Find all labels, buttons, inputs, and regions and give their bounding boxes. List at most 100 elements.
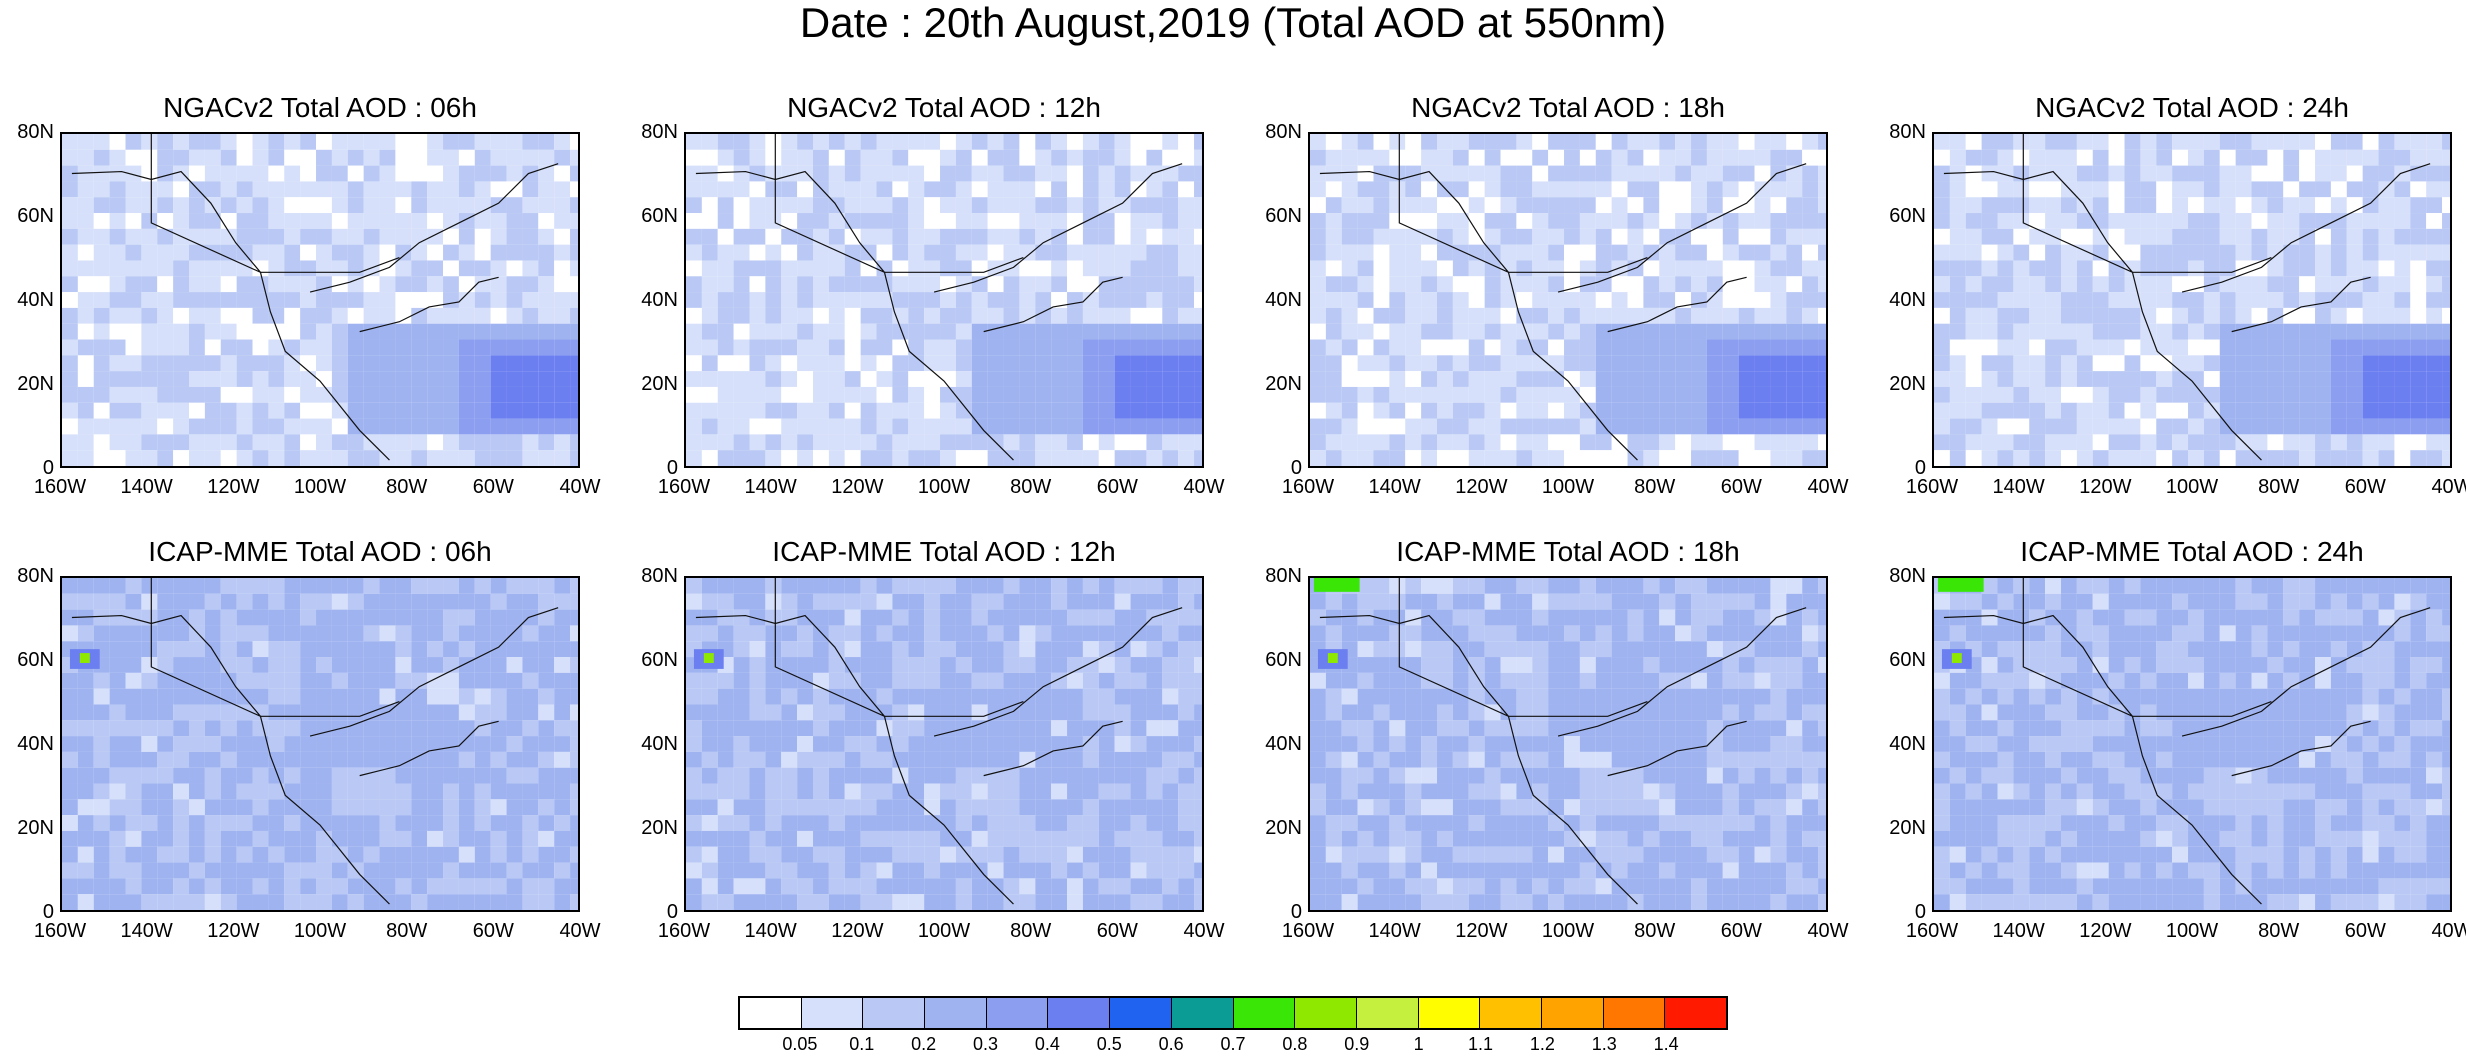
lon-tick-label: 140W [744,920,797,942]
lon-tick-label: 40W [1183,920,1225,942]
lat-tick-label: 60N [17,649,54,671]
lon-tick-label: 40W [559,920,601,942]
aod-field [1934,578,2450,910]
lat-tick-label: 0 [666,457,678,479]
panel-title: NGACv2 Total AOD : 24h [2035,92,2349,123]
panel-title: NGACv2 Total AOD : 18h [1411,92,1725,123]
lon-tick-label: 80W [386,476,428,498]
lat-tick-label: 20N [1265,373,1302,395]
map-panel [60,576,580,912]
lat-tick-label: 60N [641,205,678,227]
lat-tick-label: 20N [1889,373,1926,395]
lat-tick-label: 20N [17,817,54,839]
lat-tick-label: 80N [1265,121,1302,143]
colorbar-box [1665,998,1726,1028]
lon-tick-label: 100W [293,476,347,498]
lon-tick-label: 60W [2344,476,2386,498]
lon-tick-label: 100W [1541,476,1595,498]
lon-tick-label: 140W [744,476,797,498]
colorbar-box [1048,998,1111,1028]
lat-tick-label: 60N [1889,205,1926,227]
colorbar-label: 0.4 [1034,1034,1060,1054]
lat-tick-label: 40N [1889,289,1926,311]
lat-tick-label: 80N [1889,121,1926,143]
lon-tick-label: 120W [2079,476,2132,498]
lon-tick-label: 60W [472,920,514,942]
colorbar-box [1233,998,1296,1028]
map-panel [1308,576,1828,912]
lat-tick-label: 40N [1889,733,1926,755]
lat-tick-label: 40N [641,733,678,755]
map-panel [60,132,580,468]
lat-tick-label: 60N [641,649,678,671]
panel-title: NGACv2 Total AOD : 12h [787,92,1101,123]
lat-tick-label: 0 [1914,457,1926,479]
map-panel [684,132,1204,468]
lon-tick-label: 120W [207,476,260,498]
lat-tick-label: 80N [641,121,678,143]
colorbar-label: 1.4 [1653,1034,1679,1054]
lat-tick-label: 60N [1265,649,1302,671]
map-panel [684,576,1204,912]
lon-tick-label: 160W [1905,476,1959,498]
panel-title: ICAP-MME Total AOD : 24h [2020,536,2364,567]
lon-tick-label: 160W [1281,476,1335,498]
colorbar-label: 0.8 [1282,1034,1308,1054]
colorbar-box [925,998,987,1028]
lon-tick-label: 160W [33,476,87,498]
lon-tick-label: 80W [1634,476,1676,498]
lon-tick-label: 100W [2165,476,2219,498]
lat-tick-label: 0 [1914,901,1926,923]
lat-tick-label: 20N [641,373,678,395]
lon-tick-label: 60W [472,476,514,498]
colorbar-box [1110,998,1172,1028]
aod-field [1934,134,2450,466]
colorbar-label: 1.2 [1529,1034,1555,1054]
lat-tick-label: 80N [641,565,678,587]
lat-tick-label: 40N [1265,289,1302,311]
panel-title: ICAP-MME Total AOD : 18h [1396,536,1740,567]
lat-tick-label: 80N [1889,565,1926,587]
colorbar-label: 0.1 [849,1034,875,1054]
colorbar-box [1603,998,1666,1028]
lat-tick-label: 20N [17,373,54,395]
lon-tick-label: 120W [2079,920,2132,942]
lat-tick-label: 40N [17,733,54,755]
colorbar-label: 0.5 [1096,1034,1122,1054]
lon-tick-label: 140W [120,476,173,498]
colorbar-label: 0.3 [972,1034,999,1054]
lon-tick-label: 160W [657,476,711,498]
lat-tick-label: 60N [1265,205,1302,227]
aod-field [62,134,578,466]
lon-tick-label: 80W [386,920,428,942]
lat-tick-label: 20N [641,817,678,839]
lat-tick-label: 80N [1265,565,1302,587]
lon-tick-label: 60W [1096,920,1138,942]
lat-tick-label: 80N [17,121,54,143]
lon-tick-label: 120W [1455,476,1508,498]
lon-tick-label: 80W [1010,476,1052,498]
main-title: Date : 20th August,2019 (Total AOD at 55… [799,0,1667,46]
lon-tick-label: 140W [120,920,173,942]
lon-tick-label: 60W [2344,920,2386,942]
aod-field [62,578,578,910]
aod-field [1310,134,1826,466]
colorbar-label: 0.6 [1158,1034,1184,1054]
lon-tick-label: 80W [2258,920,2300,942]
lon-tick-label: 160W [1905,920,1959,942]
lon-tick-label: 120W [831,476,884,498]
lat-tick-label: 20N [1889,817,1926,839]
colorbar-label: 1.1 [1467,1034,1494,1054]
lat-tick-label: 0 [42,457,54,479]
lon-tick-label: 40W [1183,476,1225,498]
colorbar-box [801,998,864,1028]
aod-field [1310,578,1826,910]
lon-tick-label: 140W [1992,476,2045,498]
panel-title: ICAP-MME Total AOD : 06h [148,536,492,567]
lat-tick-label: 40N [641,289,678,311]
lon-tick-label: 40W [1807,476,1849,498]
lon-tick-label: 160W [1281,920,1335,942]
colorbar-label: 0.05 [782,1034,818,1054]
map-panel [1932,576,2452,912]
lon-tick-label: 120W [207,920,260,942]
